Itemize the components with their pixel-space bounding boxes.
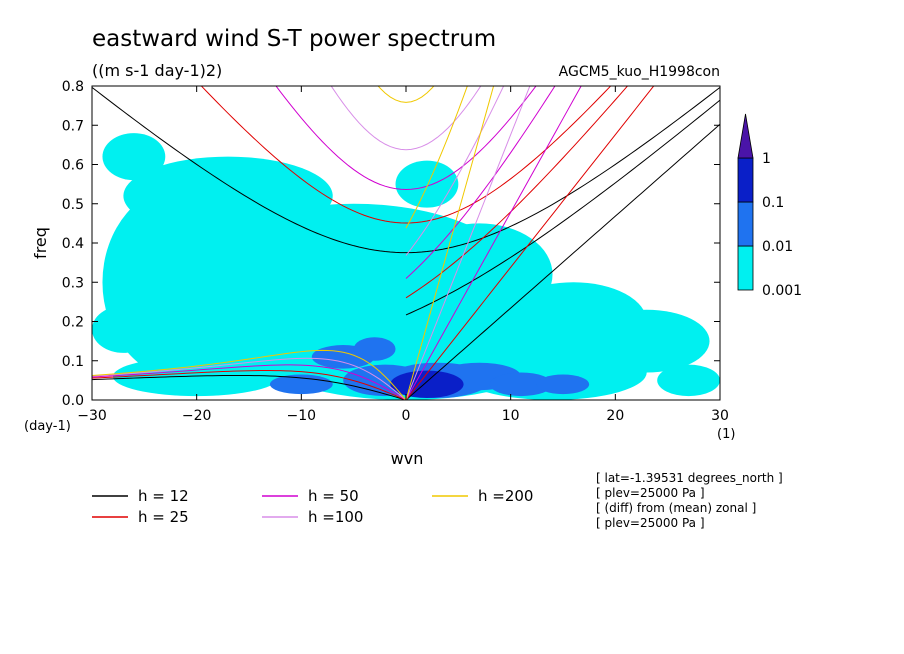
rossby-curve [92,364,407,400]
x-tick-label: 30 [711,408,729,424]
inertia-gravity-curve [377,86,435,103]
x-unit-label: (1) [717,427,735,442]
colorbar-swatch [737,157,754,203]
legend-label: h =200 [478,487,533,505]
power-contours [92,133,720,400]
power-region-level-1 [583,309,710,373]
y-axis-label: freq [31,227,50,259]
inertia-gravity-curve [330,86,482,151]
legend-label: h =100 [308,508,363,526]
y-tick-label: 0.3 [62,275,84,291]
y-tick-label: 0.4 [62,236,84,252]
power-region-level-1 [395,160,459,208]
x-tick-label: −10 [287,408,317,424]
kelvin-curve [405,123,720,400]
annotation-line: [ lat=-1.39531 degrees_north ] [596,471,783,485]
annotation-line: [ plev=25000 Pa ] [596,486,705,500]
x-tick-label: 20 [606,408,624,424]
power-region-level-1 [102,133,166,181]
colorbar-label: 0.01 [762,239,793,255]
kelvin-curve [405,86,655,400]
kelvin-curve [405,86,495,400]
y-tick-label: 0.1 [62,354,84,370]
inertia-gravity-curve [275,86,537,191]
power-region-level-1 [657,364,720,397]
power-region-level-1 [92,305,155,353]
colorbar-label: 1 [762,151,771,167]
x-tick-label: 0 [402,408,411,424]
y-tick-label: 0.5 [62,197,84,213]
colorbar-extend-arrow [737,113,754,159]
mrg-curve [405,86,556,279]
power-region-level-2 [269,374,333,395]
rossby-curve [92,357,407,400]
mrg-curve [405,86,505,256]
kelvin-curve [405,86,582,400]
power-region-level-2 [353,337,396,361]
x-tick-label: −30 [77,408,107,424]
colorbar-label: 0.1 [762,195,784,211]
colorbar-label: 0.001 [762,283,802,299]
x-axis-label: wvn [391,449,424,468]
y-tick-label: 0.6 [62,158,84,174]
y-tick-label: 0.8 [62,79,84,95]
annotation-line: [ (diff) from (mean) zonal ] [596,501,756,515]
colorbar-swatch [737,245,754,291]
curve-legend: h = 12 h = 25 h = 50 h =100 h =200 [92,487,533,526]
power-region-level-1 [217,203,344,251]
power-region-level-2 [536,374,590,395]
x-axis: −30 −20 −10 0 10 20 30 [77,86,729,424]
y-unit-label: (day-1) [24,419,71,434]
inertia-gravity-curve [92,86,720,254]
y-tick-label: 0.2 [62,315,84,331]
colorbar: 0.001 0.01 0.1 1 [737,113,802,299]
colorbar-swatch [737,201,754,247]
power-region-level-2 [489,372,553,397]
legend-label: h = 25 [138,508,189,526]
rossby-curve [92,349,407,400]
dispersion-curves [92,86,720,400]
inertia-gravity-curve [200,86,612,224]
y-axis: 0.0 0.1 0.2 0.3 0.4 0.5 0.6 0.7 0.8 [62,79,720,409]
mrg-curve [405,86,468,229]
mrg-curve [405,86,629,299]
legend-label: h = 12 [138,487,189,505]
mrg-curve [405,99,720,316]
rossby-curve [92,370,407,400]
chart-title: eastward wind S-T power spectrum [92,26,496,52]
y-tick-label: 0.0 [62,393,84,409]
metadata-annotations: [ lat=-1.39531 degrees_north ][ plev=250… [596,471,783,530]
y-tick-label: 0.7 [62,118,84,134]
chart-units: ((m s-1 day-1)2) [92,61,222,80]
rossby-curve [92,374,407,400]
kelvin-curve [405,86,531,400]
legend-label: h = 50 [308,487,359,505]
x-tick-label: −20 [182,408,212,424]
x-tick-label: 10 [502,408,520,424]
model-label: AGCM5_kuo_H1998con [559,64,720,80]
annotation-line: [ plev=25000 Pa ] [596,516,705,530]
